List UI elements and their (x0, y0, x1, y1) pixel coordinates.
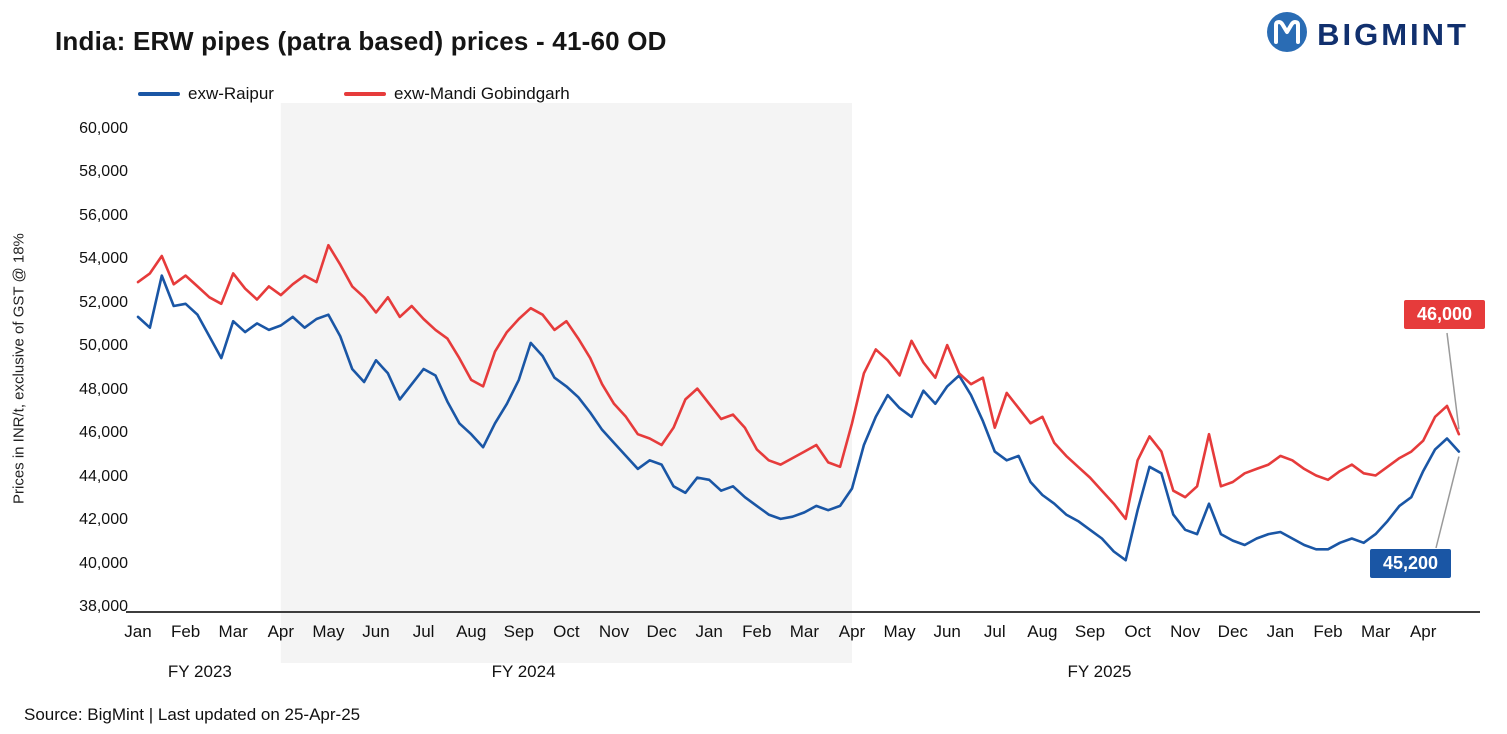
x-tick-label: May (312, 622, 345, 641)
legend-item-mandi-gobindgarh[interactable]: exw-Mandi Gobindgarh (343, 84, 570, 104)
page-title: India: ERW pipes (patra based) prices - … (55, 26, 667, 56)
x-tick-label: Apr (838, 622, 866, 641)
x-tick-label: Nov (598, 622, 630, 641)
x-tick-label: Mar (1360, 622, 1391, 641)
x-tick-label: Feb (742, 622, 772, 641)
y-tick-label: 48,000 (79, 380, 128, 398)
fiscal-year-label: FY 2024 (491, 662, 556, 681)
y-tick-label: 58,000 (79, 163, 128, 181)
mandi-gobindgarh-line-swatch (343, 92, 386, 96)
callout-connector-red (1446, 332, 1460, 430)
x-tick-label: Feb (170, 622, 201, 641)
x-tick-label: Aug (456, 622, 487, 641)
fiscal-year-label: FY 2025 (1067, 662, 1132, 681)
callout-raipur-last-price: 45,200 (1370, 549, 1452, 578)
x-tick-label: Jan (1266, 622, 1295, 641)
y-tick-label: 56,000 (79, 206, 128, 224)
x-tick-label: Jul (412, 622, 435, 641)
legend-label-mandi-gobindgarh: exw-Mandi Gobindgarh (393, 84, 570, 103)
fy2024-shaded-band (280, 103, 852, 663)
x-tick-label: Feb (1313, 622, 1343, 641)
legend-item-raipur[interactable]: exw-Raipur (138, 84, 274, 104)
callout-connector-blue (1435, 456, 1460, 549)
y-tick-label: 38,000 (79, 598, 128, 615)
y-tick-label: 42,000 (79, 511, 128, 529)
series-line-mandi-gobindgarh (136, 243, 1461, 521)
x-tick-label: Jan (695, 622, 723, 641)
x-tick-label: Aug (1027, 622, 1058, 641)
chart-legend: exw-Raipur exw-Mandi Gobindgarh (138, 84, 570, 104)
y-tick-label: 52,000 (79, 293, 128, 311)
x-tick-label: Jun (933, 622, 961, 641)
y-tick-label: 46,000 (79, 424, 128, 442)
fiscal-year-label: FY 2023 (167, 662, 232, 681)
y-tick-label: 44,000 (79, 467, 128, 485)
raipur-line-swatch (138, 92, 180, 96)
x-tick-label: Oct (1124, 622, 1151, 641)
bigmint-logo: BIGMINT (1265, 10, 1469, 59)
callout-mandi-gobindgarh-last-price: 46,000 (1404, 300, 1486, 329)
y-tick-label: 40,000 (79, 554, 128, 572)
x-tick-label: Jun (362, 622, 390, 641)
bigmint-logo-icon (1265, 10, 1309, 59)
series-line-raipur (136, 274, 1461, 562)
x-tick-label: Mar (218, 622, 248, 641)
x-tick-label: Nov (1170, 622, 1201, 641)
source-note: Source: BigMint | Last updated on 25-Apr… (24, 705, 361, 724)
x-tick-label: Sep (503, 622, 534, 641)
x-tick-label: Sep (1074, 622, 1106, 641)
x-tick-label: Jan (124, 622, 152, 641)
x-tick-label: Apr (267, 622, 295, 641)
y-tick-label: 60,000 (79, 120, 128, 137)
y-tick-label: 50,000 (79, 337, 128, 355)
y-tick-label: 54,000 (79, 250, 128, 268)
x-tick-label: Oct (553, 622, 580, 641)
x-tick-label: Mar (789, 622, 820, 641)
y-axis-title: Prices in INR/t, exclusive of GST @ 18% (10, 233, 28, 505)
x-tick-label: Jul (983, 622, 1006, 641)
legend-label-raipur: exw-Raipur (188, 84, 274, 103)
x-tick-label: Apr (1409, 622, 1437, 641)
x-tick-label: Dec (1217, 622, 1248, 641)
x-tick-label: Dec (646, 622, 677, 641)
bigmint-logo-text: BIGMINT (1317, 16, 1469, 52)
x-tick-label: May (883, 622, 916, 641)
